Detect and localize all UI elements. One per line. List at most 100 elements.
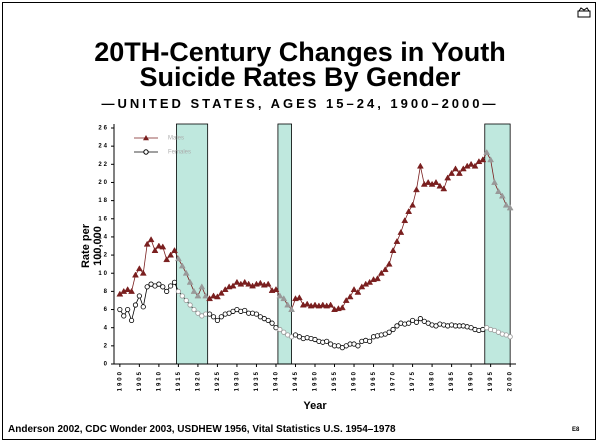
y-tick-label: 16	[98, 216, 109, 222]
legend-label: Males	[168, 136, 184, 142]
y-tick-label: 26	[98, 126, 109, 132]
marker	[487, 156, 495, 163]
marker	[144, 284, 150, 290]
x-tick-label: 1965	[371, 370, 377, 391]
marker	[374, 275, 381, 282]
marker	[194, 292, 202, 299]
marker	[163, 256, 171, 263]
marker	[413, 186, 420, 193]
marker	[277, 326, 283, 333]
marker	[495, 188, 502, 194]
marker	[147, 236, 155, 243]
legend-marker	[143, 135, 149, 141]
marker	[245, 280, 253, 287]
marker	[405, 208, 413, 214]
marker	[167, 251, 175, 258]
marker	[125, 306, 131, 313]
marker	[338, 304, 346, 311]
marker	[143, 240, 151, 247]
marker	[506, 204, 514, 211]
marker	[432, 178, 440, 185]
x-tick-label: 1930	[235, 370, 241, 391]
marker	[159, 243, 167, 250]
marker	[393, 237, 401, 244]
marker	[256, 279, 264, 286]
marker	[354, 288, 362, 295]
y-tick-label: 14	[98, 235, 109, 241]
marker	[389, 247, 397, 253]
marker	[171, 247, 178, 253]
marker	[160, 284, 166, 290]
marker	[311, 301, 319, 308]
marker	[394, 323, 400, 329]
y-tick-label: 10	[98, 271, 109, 277]
marker	[498, 192, 506, 199]
marker	[155, 242, 163, 249]
y-axis-label: Rate per100,000	[80, 223, 104, 268]
marker	[327, 301, 335, 308]
marker	[355, 343, 361, 349]
marker	[213, 293, 221, 300]
marker	[121, 313, 127, 319]
y-tick-label: 6	[104, 307, 109, 313]
marker	[214, 317, 221, 324]
x-tick-label: 1950	[313, 370, 319, 391]
marker	[502, 201, 510, 208]
x-tick-label: 1925	[215, 370, 221, 391]
highlight-band	[176, 123, 209, 365]
marker	[139, 269, 147, 276]
slide-border	[2, 2, 596, 440]
marker	[455, 169, 463, 176]
marker	[178, 262, 186, 269]
x-tick-label: 1980	[430, 370, 436, 391]
marker	[303, 300, 311, 307]
marker	[217, 289, 225, 296]
x-tick-label: 2000	[508, 370, 514, 391]
marker	[444, 174, 452, 181]
x-tick-label: 1970	[391, 370, 397, 391]
marker	[507, 334, 513, 340]
marker	[167, 283, 174, 289]
marker	[182, 269, 190, 276]
marker	[483, 149, 491, 155]
legend-marker	[143, 149, 149, 155]
marker	[174, 255, 182, 262]
marker	[281, 329, 287, 335]
marker	[295, 294, 303, 301]
marker	[342, 296, 350, 303]
marker	[416, 162, 424, 169]
marker	[233, 278, 241, 285]
marker	[377, 269, 385, 276]
marker	[471, 162, 479, 169]
marker	[401, 217, 409, 224]
marker	[265, 317, 271, 324]
y-tick-label: 18	[98, 198, 109, 204]
marker	[381, 266, 389, 273]
marker	[386, 329, 392, 335]
y-tick-label: 12	[98, 253, 109, 259]
marker	[117, 306, 123, 313]
y-tick-label: 8	[104, 289, 109, 295]
marker	[164, 288, 170, 294]
marker	[195, 310, 201, 316]
marker	[467, 160, 475, 167]
marker	[367, 338, 373, 344]
marker	[136, 293, 142, 299]
marker	[186, 278, 194, 285]
marker	[409, 201, 417, 208]
marker	[276, 292, 284, 299]
marker	[288, 306, 296, 312]
marker	[452, 165, 459, 172]
marker	[124, 286, 132, 293]
y-tick-label: 2	[104, 343, 109, 349]
marker	[413, 319, 420, 325]
x-tick-label: 1935	[254, 370, 260, 391]
marker	[242, 307, 248, 314]
y-tick-label: 0	[104, 362, 109, 368]
marker	[284, 301, 292, 308]
marker	[436, 182, 444, 189]
y-tick-label: 24	[98, 144, 109, 150]
marker	[241, 278, 249, 285]
marker	[448, 169, 456, 176]
